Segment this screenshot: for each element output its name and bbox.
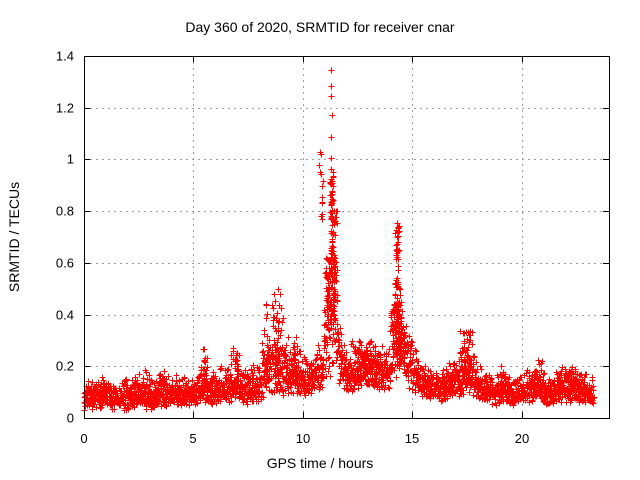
y-axis-label: SRMTID / TECUs [6, 181, 22, 293]
x-tick-label: 5 [189, 431, 196, 446]
chart-title: Day 360 of 2020, SRMTID for receiver cna… [185, 19, 455, 35]
x-tick-label: 10 [296, 431, 310, 446]
y-tick-label: 0.8 [56, 204, 74, 219]
y-tick-label: 1.4 [56, 49, 74, 64]
y-tick-label: 0.4 [56, 308, 74, 323]
plot-border [84, 56, 610, 419]
x-tick-label: 0 [80, 431, 87, 446]
y-tick-label: 0 [67, 411, 74, 426]
x-axis-label: GPS time / hours [266, 455, 374, 471]
x-tick-label: 20 [515, 431, 529, 446]
y-tick-label: 1.2 [56, 101, 74, 116]
y-tick-label: 0.2 [56, 359, 74, 374]
x-tick-label: 15 [405, 431, 419, 446]
y-tick-label: 1 [67, 152, 74, 167]
scatter-points [81, 67, 598, 414]
y-tick-label: 0.6 [56, 256, 74, 271]
